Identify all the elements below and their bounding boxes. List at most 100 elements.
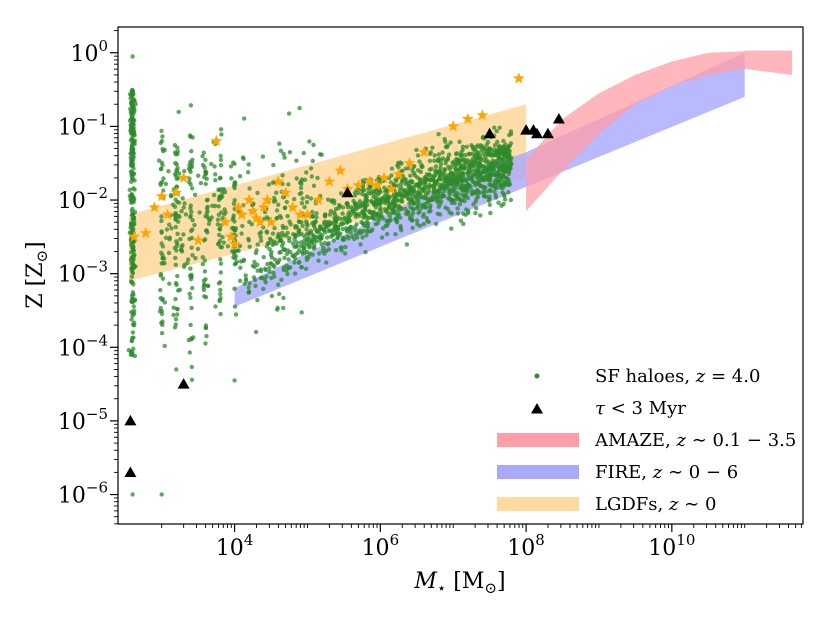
sf-halo-point — [484, 142, 489, 148]
sf-halo-point — [345, 201, 350, 206]
sf-halo-point — [278, 237, 284, 243]
sf-halo-point — [128, 279, 134, 284]
sf-halo-point — [417, 209, 422, 214]
lgdf-star-marker — [363, 175, 376, 187]
sf-halo-point — [173, 317, 179, 322]
sf-halo-point — [496, 178, 502, 184]
sf-halo-point — [460, 188, 466, 193]
sf-halo-point — [197, 210, 202, 215]
lgdf-star-marker — [225, 230, 237, 242]
sf-halo-point — [365, 215, 370, 221]
sf-halo-point — [505, 155, 510, 160]
sf-halo-point — [352, 190, 358, 195]
young-halo-triangle — [531, 127, 543, 139]
sf-halo-point — [458, 152, 463, 158]
sf-halo-point — [326, 228, 331, 234]
x-tick-label: 1010 — [648, 531, 695, 561]
sf-halo-point — [281, 225, 286, 231]
sf-halo-point — [472, 154, 478, 159]
sf-halo-point — [255, 242, 260, 247]
sf-halo-point — [473, 199, 478, 204]
sf-halo-point — [220, 216, 225, 221]
sf-halo-point — [363, 193, 368, 199]
sf-halo-point — [242, 116, 247, 121]
sf-halo-point — [247, 281, 252, 286]
legend-triangle-marker — [531, 403, 543, 414]
sf-halo-point — [414, 147, 419, 153]
sf-halo-point — [427, 167, 432, 172]
sf-halo-point — [233, 312, 239, 317]
sf-halo-point — [233, 228, 238, 233]
sf-halo-point — [317, 251, 322, 256]
sf-halo-point — [398, 223, 403, 229]
sf-halo-point — [413, 195, 418, 200]
sf-halo-point — [175, 165, 180, 171]
sf-halo-point — [173, 197, 178, 202]
sf-halo-point — [294, 243, 300, 249]
sf-halo-point — [478, 155, 483, 161]
sf-halo-point — [264, 274, 269, 279]
sf-halo-point — [299, 201, 305, 206]
sf-halo-point — [422, 195, 428, 200]
legend-entry: FIRE, z ∼ 0 − 6 — [497, 462, 738, 483]
sf-halo-point — [423, 175, 428, 180]
sf-halo-point — [469, 159, 474, 164]
sf-halo-point — [504, 159, 509, 164]
sf-halo-point — [421, 212, 426, 217]
sf-halo-point — [130, 89, 135, 94]
sf-halo-point — [167, 235, 172, 240]
sf-halo-point — [445, 143, 451, 148]
sf-halo-point — [340, 211, 345, 216]
y-tick-label: 10−5 — [58, 405, 108, 435]
sf-halo-point — [399, 206, 404, 212]
sf-halo-point — [331, 227, 336, 233]
sf-halo-point — [182, 169, 187, 174]
sf-halo-point — [495, 139, 500, 145]
lgdf-star-marker — [250, 212, 263, 224]
sf-halo-point — [393, 216, 399, 222]
sf-halo-point — [223, 210, 228, 215]
sf-halo-point — [428, 150, 434, 155]
sf-halo-point — [261, 286, 266, 292]
sf-halo-point — [173, 160, 178, 166]
sf-halo-point — [129, 274, 135, 279]
sf-halo-point — [130, 128, 135, 133]
sf-halo-point — [486, 198, 492, 203]
sf-halo-point — [388, 218, 393, 223]
sf-halo-point — [266, 240, 271, 246]
sf-halo-point — [418, 169, 423, 174]
sf-halo-point — [201, 282, 207, 287]
sf-halo-point — [218, 153, 223, 159]
sf-halo-point — [272, 274, 277, 279]
sf-halo-point — [160, 276, 166, 281]
sf-halo-point — [181, 205, 186, 210]
sf-halo-point — [354, 222, 359, 227]
sf-halo-point — [446, 152, 452, 157]
sf-halo-point — [433, 221, 439, 227]
sf-halo-point — [317, 238, 322, 243]
sf-halo-point — [189, 305, 194, 311]
sf-halo-point — [361, 222, 366, 227]
sf-halo-point — [429, 174, 435, 179]
sf-halo-point — [378, 205, 383, 211]
sf-halo-point — [261, 225, 266, 230]
sf-halo-point — [189, 364, 194, 370]
sf-halo-point — [341, 216, 346, 222]
sf-halo-point — [159, 331, 165, 336]
sf-halo-point — [370, 227, 375, 232]
sf-halo-point — [436, 152, 442, 157]
sf-halo-point — [218, 287, 223, 293]
sf-halo-point — [461, 221, 466, 227]
sf-halo-point — [159, 230, 164, 235]
sf-halo-point — [203, 323, 209, 328]
sf-halo-point — [503, 182, 508, 187]
sf-halo-point — [464, 144, 469, 149]
sf-halo-point — [346, 226, 352, 231]
sf-halo-point — [431, 184, 436, 189]
sf-halo-point — [449, 180, 454, 186]
sf-halo-point — [492, 180, 497, 186]
sf-halo-point — [246, 289, 252, 294]
sf-halo-point — [365, 202, 370, 207]
sf-halo-point — [190, 186, 195, 191]
sf-halo-point — [333, 248, 339, 253]
